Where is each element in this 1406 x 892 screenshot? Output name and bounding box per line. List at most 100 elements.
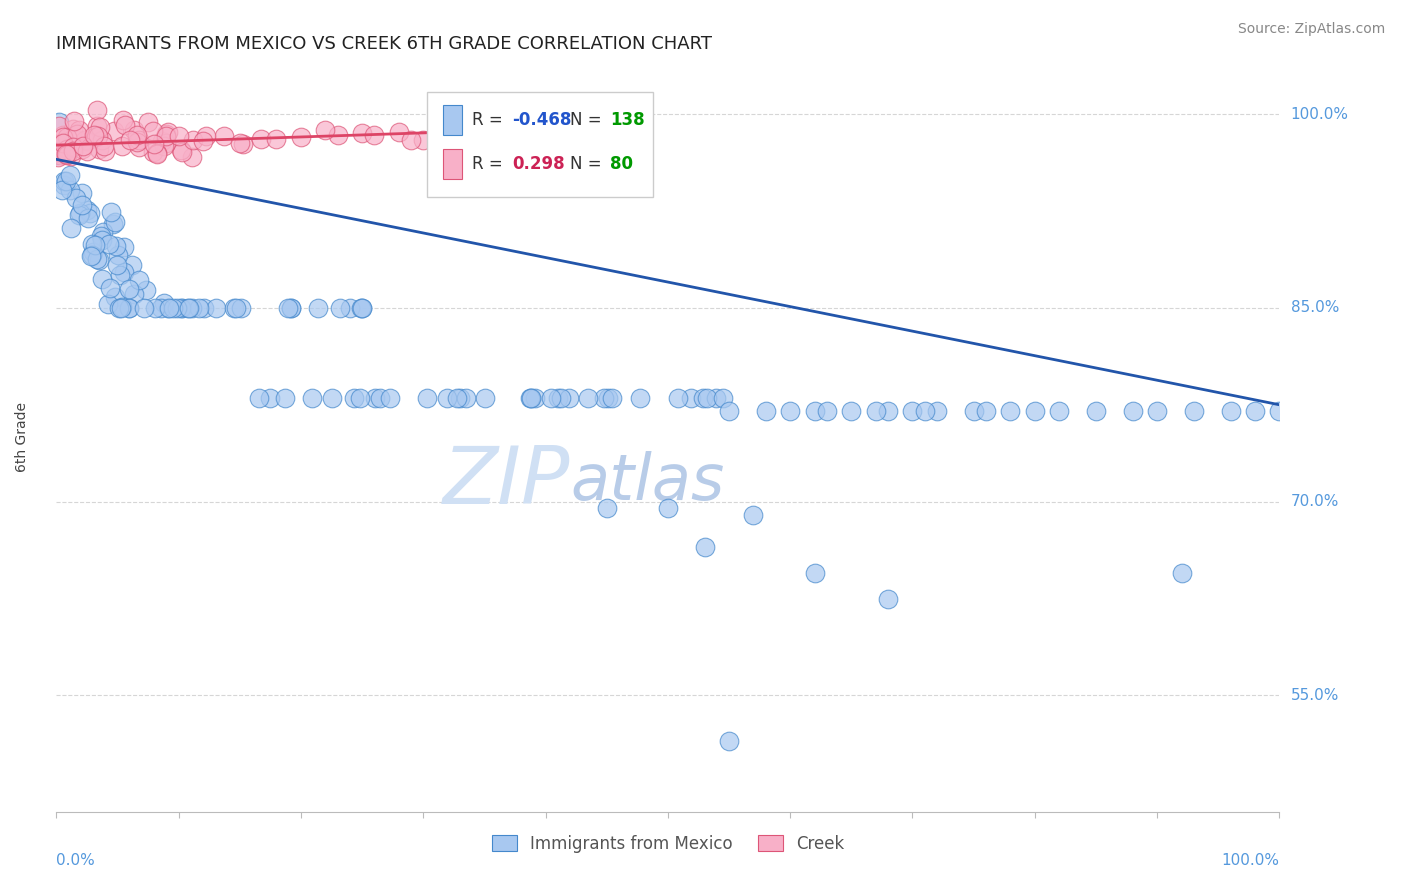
Point [72,198,94,212]
Point [55,147,77,161]
Point [277,301,299,315]
Point [111,138,134,153]
Point [363,128,385,142]
Point [557,392,579,406]
Point [118,133,141,147]
Point [82,236,104,251]
Point [104,289,127,303]
Point [1024,404,1046,418]
Point [128,140,150,154]
Point [136,114,159,128]
Point [127,128,149,142]
Text: 55.0%: 55.0% [1291,688,1339,703]
Point [45,148,67,162]
Point [150,301,173,315]
Point [742,508,765,522]
Legend: Immigrants from Mexico, Creek: Immigrants from Mexico, Creek [485,829,851,860]
Point [301,392,323,406]
Point [114,118,136,132]
Text: N =: N = [569,154,607,172]
Point [718,733,741,747]
Point [204,301,226,315]
Point [167,129,190,144]
Point [66,127,89,141]
Point [128,273,150,287]
Point [877,591,900,606]
Point [84,129,107,144]
Text: 0.0%: 0.0% [56,853,96,868]
Point [250,132,273,146]
Point [155,129,177,144]
Point [1268,404,1291,418]
Point [103,124,125,138]
Point [177,301,200,315]
Point [105,239,128,253]
Point [436,392,458,406]
Point [974,404,997,418]
Point [76,134,98,148]
Point [155,127,177,141]
Text: 80: 80 [610,154,633,172]
Point [118,301,141,315]
Point [169,143,191,157]
Point [329,301,352,315]
Point [169,301,191,315]
Point [69,123,91,137]
Point [1219,404,1241,418]
Point [321,392,343,406]
Point [152,138,174,153]
Point [693,540,716,554]
Point [90,271,112,285]
Point [70,186,93,200]
FancyBboxPatch shape [443,149,463,178]
Point [66,133,89,147]
Point [259,392,281,406]
Point [166,301,188,315]
Point [122,123,145,137]
Point [474,392,496,406]
Point [86,252,108,266]
Point [51,128,73,142]
Point [76,202,98,217]
Point [55,174,77,188]
Point [110,301,132,315]
Point [692,392,714,406]
Point [112,113,135,128]
Point [718,404,741,418]
Point [1000,404,1022,418]
Point [170,301,193,315]
Text: 85.0%: 85.0% [1291,301,1339,316]
Text: 138: 138 [610,112,645,129]
Point [273,392,295,406]
Point [1047,404,1070,418]
Point [90,234,112,248]
Point [156,301,179,315]
Point [59,221,82,235]
Point [73,132,96,146]
Point [53,178,76,192]
Point [224,301,246,315]
Point [576,392,599,406]
Point [547,392,569,406]
Point [150,134,173,148]
Point [62,122,84,136]
Point [52,174,75,188]
Point [118,283,141,297]
Text: ZIP: ZIP [443,443,569,521]
Point [52,136,75,150]
Point [65,191,87,205]
Point [80,249,103,263]
Point [280,301,302,315]
Point [1122,404,1144,418]
Point [247,392,270,406]
Point [212,128,235,143]
Point [59,149,82,163]
Point [370,392,392,406]
Point [454,392,477,406]
Point [803,566,825,580]
Point [290,130,312,145]
Point [666,392,689,406]
Point [98,281,121,295]
Text: 70.0%: 70.0% [1291,494,1339,509]
Point [193,301,215,315]
